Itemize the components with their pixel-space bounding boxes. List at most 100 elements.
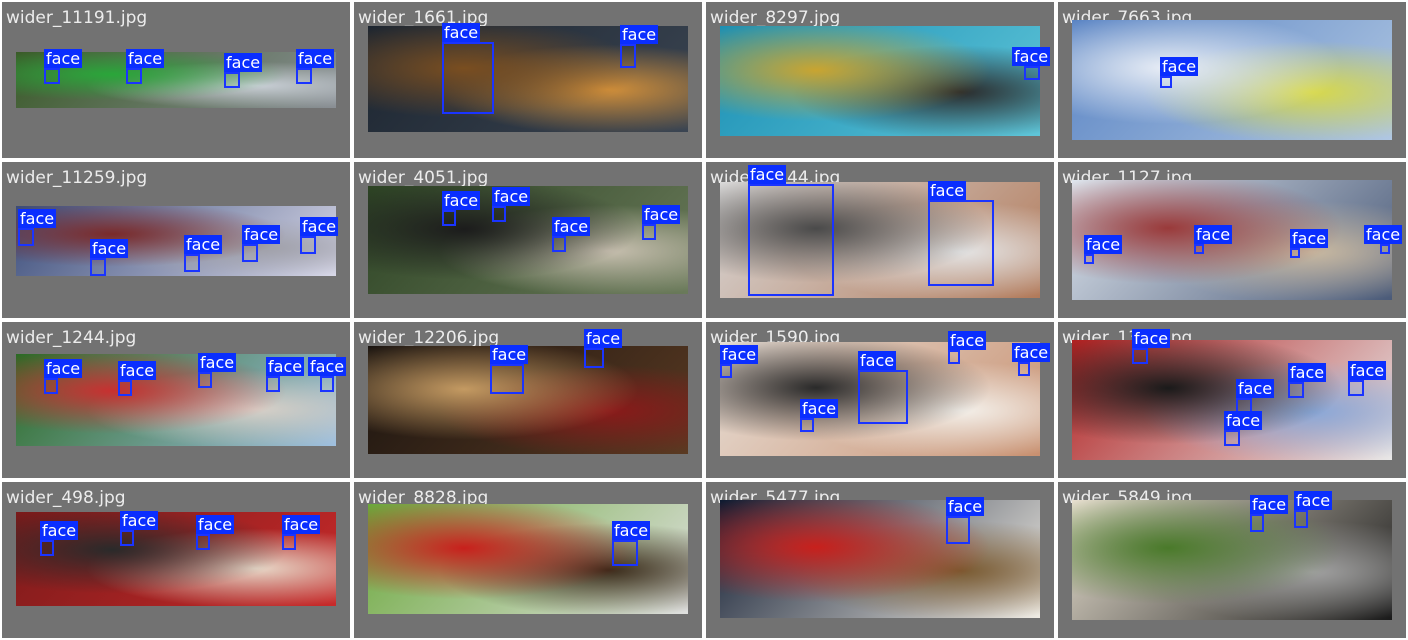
face-bounding-box: [242, 244, 258, 262]
face-label: face: [1224, 411, 1263, 430]
face-bounding-box: [492, 206, 506, 222]
face-bounding-box: [118, 380, 132, 396]
face-bounding-box: [44, 378, 58, 394]
face-bounding-box: [320, 376, 334, 392]
face-bounding-box: [1084, 254, 1094, 264]
face-label: face: [1290, 229, 1329, 248]
face-bounding-box: [266, 376, 280, 392]
face-bounding-box: [18, 228, 34, 246]
face-bounding-box: [40, 540, 54, 556]
face-label: face: [1194, 225, 1233, 244]
face-bounding-box: [946, 516, 970, 544]
face-bounding-box: [184, 254, 200, 272]
face-bounding-box: [196, 534, 210, 550]
face-bounding-box: [858, 370, 908, 424]
face-label: face: [282, 515, 321, 534]
image-tile[interactable]: wider_5477.jpg face: [706, 482, 1054, 638]
face-label: face: [308, 357, 347, 376]
image-tile[interactable]: wider_1590.jpg face face face face face: [706, 322, 1054, 478]
face-bounding-box: [948, 350, 960, 364]
face-bounding-box: [90, 258, 106, 276]
image-tile[interactable]: wider_1661.jpg face face: [354, 2, 702, 158]
image-thumbnail: [720, 26, 1040, 136]
face-bounding-box: [442, 210, 456, 226]
face-bounding-box: [1132, 348, 1148, 364]
face-label: face: [242, 225, 281, 244]
image-thumbnail: [1072, 500, 1392, 620]
face-bounding-box: [1290, 248, 1300, 258]
image-filename: wider_4051.jpg: [358, 168, 489, 188]
image-thumbnail: [368, 346, 688, 454]
face-label: face: [126, 49, 165, 68]
image-tile[interactable]: wider_498.jpg face face face face: [2, 482, 350, 638]
face-label: face: [300, 217, 339, 236]
face-label: face: [858, 351, 897, 370]
face-label: face: [1084, 235, 1123, 254]
face-label: face: [490, 345, 529, 364]
image-tile[interactable]: wider_1390.jpg face face face face face: [1058, 322, 1406, 478]
image-tile[interactable]: wider_8297.jpg face: [706, 2, 1054, 158]
image-filename: wider_12206.jpg: [358, 328, 500, 348]
face-bounding-box: [120, 530, 134, 546]
image-thumbnail: [1072, 20, 1392, 140]
face-bounding-box: [642, 224, 656, 240]
face-label: face: [1294, 491, 1333, 510]
face-bounding-box: [552, 236, 566, 252]
face-label: face: [946, 497, 985, 516]
face-bounding-box: [282, 534, 296, 550]
face-bounding-box: [300, 236, 316, 254]
image-tile[interactable]: wider_5849.jpg face face: [1058, 482, 1406, 638]
face-label: face: [584, 329, 623, 348]
face-bounding-box: [800, 418, 814, 432]
face-bounding-box: [1194, 244, 1204, 254]
face-bounding-box: [928, 200, 994, 286]
image-tile[interactable]: wider_12206.jpg face face: [354, 322, 702, 478]
image-tile[interactable]: wider_11259.jpg face face face face face: [2, 162, 350, 318]
face-label: face: [1364, 225, 1403, 244]
image-tile[interactable]: wider_1127.jpg face face face face: [1058, 162, 1406, 318]
face-label: face: [44, 359, 83, 378]
face-bounding-box: [1160, 76, 1172, 88]
face-bounding-box: [748, 184, 834, 296]
face-label: face: [928, 181, 967, 200]
image-filename: wider_8828.jpg: [358, 488, 489, 508]
face-bounding-box: [612, 540, 638, 566]
face-bounding-box: [296, 68, 312, 84]
face-label: face: [1288, 363, 1327, 382]
face-bounding-box: [1294, 510, 1308, 528]
image-filename: wider_11259.jpg: [6, 168, 148, 188]
image-thumbnail: [720, 500, 1040, 618]
face-label: face: [196, 515, 235, 534]
face-bounding-box: [224, 72, 240, 88]
face-label: face: [612, 521, 651, 540]
image-thumbnail: [1072, 340, 1392, 460]
face-bounding-box: [1380, 244, 1390, 254]
image-tile[interactable]: wider_1244.jpg face face face face face: [2, 322, 350, 478]
face-bounding-box: [1348, 380, 1364, 396]
image-tile[interactable]: wider_11191.jpg face face face face: [2, 2, 350, 158]
face-bounding-box: [1018, 362, 1030, 376]
face-label: face: [1012, 343, 1051, 362]
face-bounding-box: [720, 364, 732, 378]
face-label: face: [118, 361, 157, 380]
face-label: face: [224, 53, 263, 72]
image-tile[interactable]: wider_7663.jpg face: [1058, 2, 1406, 158]
face-label: face: [948, 331, 987, 350]
face-label: face: [442, 23, 481, 42]
face-bounding-box: [1024, 66, 1040, 80]
image-filename: wider_8297.jpg: [710, 8, 841, 28]
face-label: face: [720, 345, 759, 364]
face-bounding-box: [1224, 430, 1240, 446]
image-tile[interactable]: wider_4051.jpg face face face face: [354, 162, 702, 318]
face-label: face: [1132, 329, 1171, 348]
face-label: face: [1236, 379, 1275, 398]
face-label: face: [800, 399, 839, 418]
image-thumbnail: [16, 206, 336, 276]
face-label: face: [442, 191, 481, 210]
face-label: face: [40, 521, 79, 540]
face-bounding-box: [584, 348, 604, 368]
face-label: face: [266, 357, 305, 376]
face-bounding-box: [620, 44, 636, 68]
